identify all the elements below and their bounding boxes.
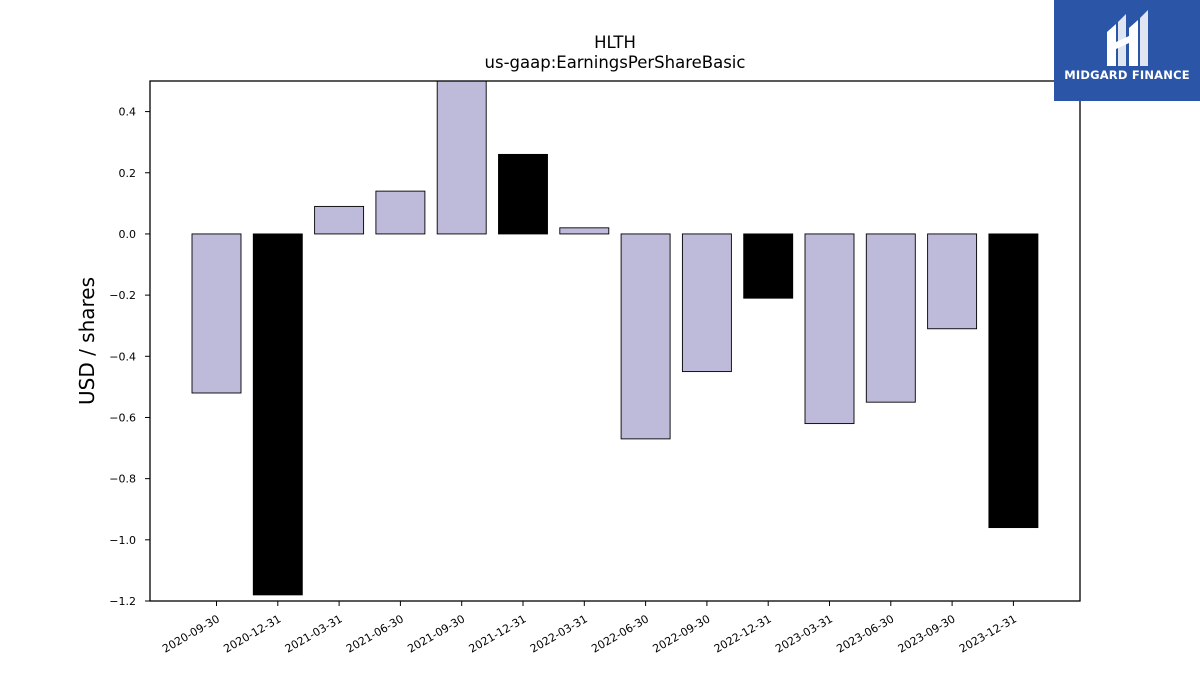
bar-2021-09-30	[436, 80, 487, 235]
x-tick-label: 2021-09-30	[405, 612, 467, 655]
chart-title: HLTH	[594, 33, 636, 52]
x-tick-label: 2022-03-31	[528, 612, 590, 655]
x-tick-label: 2021-12-31	[467, 612, 529, 655]
y-tick-label: 0.0	[119, 228, 137, 241]
bar-2021-12-31	[498, 153, 548, 235]
x-tick-label: 2022-09-30	[651, 612, 713, 655]
bar-2020-12-31	[252, 233, 303, 596]
y-tick-label: −1.2	[109, 595, 136, 608]
bar-2020-09-30	[191, 233, 242, 394]
x-tick-label: 2022-12-31	[712, 612, 774, 655]
bar-2023-09-30	[927, 233, 978, 330]
x-tick-label: 2020-09-30	[160, 612, 222, 655]
bar-2021-06-30	[375, 190, 426, 235]
bar-2021-03-31	[314, 205, 365, 235]
x-tick-label: 2023-03-31	[773, 612, 835, 655]
bars-group	[191, 80, 1039, 596]
y-tick-label: −1.0	[109, 534, 136, 547]
y-tick-label: −0.8	[109, 473, 136, 486]
x-tick-label: 2021-06-30	[344, 612, 406, 655]
x-tick-label: 2021-03-31	[283, 612, 345, 655]
bar-2022-12-31	[743, 233, 794, 299]
plot-frame	[149, 80, 1081, 602]
bar-2022-06-30	[620, 233, 671, 440]
midgard-finance-logo: MIDGARD FINANCE	[1054, 0, 1200, 101]
chart-subtitle: us-gaap:EarningsPerShareBasic	[485, 53, 746, 72]
bar-2022-09-30	[681, 233, 732, 373]
midgard-logo-icon	[1107, 10, 1148, 66]
x-tick-label: 2023-12-31	[957, 612, 1019, 655]
y-tick-label: 0.4	[119, 106, 137, 119]
x-tick-label: 2023-09-30	[896, 612, 958, 655]
x-tick-label: 2020-12-31	[221, 612, 283, 655]
x-axis: 2020-09-30 2020-12-31 2021-03-31 2021-06-30…	[160, 601, 1019, 656]
y-tick-label: −0.6	[109, 411, 136, 424]
y-tick-label: −0.2	[109, 289, 136, 302]
bar-2023-12-31	[988, 233, 1039, 529]
y-tick-label: −0.4	[109, 350, 136, 363]
y-axis: −1.2 −1.0 −0.8 −0.6 −0.4 −0.2 0.0 0.2 0.4	[109, 106, 150, 608]
logo-text: MIDGARD FINANCE	[1064, 68, 1190, 82]
y-axis-label: USD / shares	[75, 277, 99, 405]
y-tick-label: 0.2	[119, 167, 137, 180]
x-tick-label: 2023-06-30	[834, 612, 896, 655]
bar-2022-03-31	[559, 227, 610, 235]
bar-2023-06-30	[865, 233, 916, 403]
x-tick-label: 2022-06-30	[589, 612, 651, 655]
bar-2023-03-31	[804, 233, 855, 425]
